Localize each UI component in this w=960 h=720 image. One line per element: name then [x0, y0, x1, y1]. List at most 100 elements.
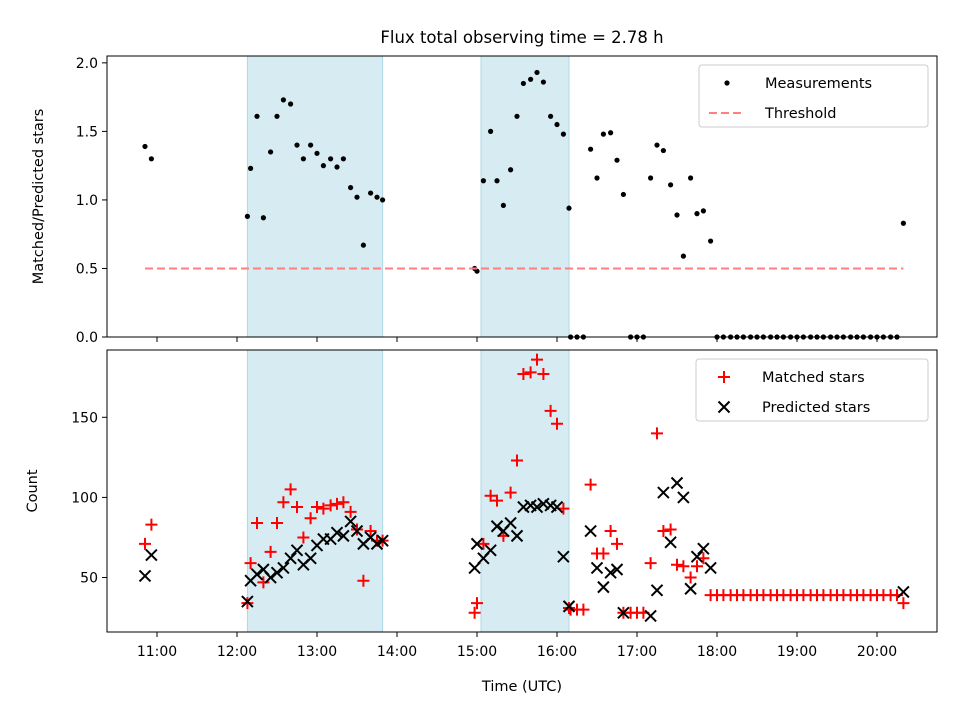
predicted-star-marker	[537, 497, 550, 511]
measurement-point	[548, 113, 554, 119]
matched-star-marker	[644, 557, 657, 570]
matched-star-marker	[517, 368, 530, 381]
measurement-point	[560, 131, 567, 137]
top-panel: 0.0 0.5 1.0 1.5 2.0 Matched/Predicted stars Me…	[31, 55, 938, 346]
matched-star-marker	[551, 417, 563, 430]
predicted-star-marker	[670, 476, 684, 490]
matched-star-marker	[364, 525, 377, 538]
measurement-point	[608, 130, 614, 136]
predicted-star-marker	[270, 566, 284, 579]
matched-star-marker	[584, 478, 597, 491]
predicted-star-marker	[470, 537, 484, 551]
matched-star-marker	[504, 486, 517, 499]
measurement-point	[328, 156, 334, 162]
matched-star-marker	[677, 560, 690, 573]
matched-star-marker	[257, 576, 270, 589]
matched-star-marker	[611, 537, 623, 550]
measurement-point	[600, 131, 607, 137]
matched-star-marker	[524, 366, 537, 379]
y-axis-label: Count	[25, 469, 41, 512]
legend-label: Measurements	[765, 76, 872, 92]
matched-star-marker	[671, 558, 683, 571]
x-tick-label: 19:00	[777, 644, 817, 660]
matched-star-marker	[145, 518, 158, 531]
predicted-star-marker	[650, 584, 664, 597]
legend-cross-icon	[717, 400, 731, 414]
measurement-point	[514, 113, 520, 119]
predicted-star-marker	[584, 524, 597, 538]
predicted-star-marker	[590, 561, 604, 575]
predicted-star-marker	[504, 516, 517, 530]
predicted-star-marker	[697, 542, 710, 555]
measurement-point	[488, 128, 494, 134]
predicted-star-marker	[657, 486, 670, 499]
matched-star-marker	[284, 483, 297, 496]
predicted-star-marker	[557, 550, 570, 563]
measurement-point	[528, 76, 534, 82]
matched-star-marker	[491, 494, 503, 507]
y-tick-label: 0.0	[76, 330, 98, 346]
legend: Measurements Threshold	[698, 64, 929, 128]
matched-star-marker	[597, 547, 610, 560]
legend-label: Threshold	[764, 106, 836, 122]
matched-star-marker	[277, 496, 290, 509]
measurement-point	[674, 212, 680, 218]
x-tick-label: 18:00	[697, 644, 737, 660]
predicted-star-marker	[610, 563, 624, 576]
matched-star-marker	[468, 606, 481, 619]
measurement-point	[254, 113, 260, 119]
matched-star-marker	[271, 517, 283, 530]
measurement-point	[694, 211, 700, 217]
predicted-star-marker	[241, 595, 254, 608]
matched-star-marker	[291, 501, 303, 514]
measurement-point	[244, 213, 250, 219]
matched-star-marker	[691, 560, 703, 573]
predicted-star-marker	[644, 609, 657, 623]
measurement-point	[648, 175, 654, 181]
measurement-point	[300, 156, 306, 162]
measurement-point	[268, 149, 274, 155]
matched-star-marker	[331, 497, 343, 510]
matched-star-marker	[563, 601, 575, 614]
matched-star-marker	[139, 537, 151, 550]
legend-plus-icon	[718, 371, 730, 383]
x-tick-label: 12:00	[217, 644, 257, 660]
series-matched-stars	[139, 353, 910, 619]
measurement-point	[566, 205, 572, 211]
measurement-point	[688, 175, 694, 181]
matched-star-marker	[344, 505, 357, 518]
bottom-panel: 50 100 150 11:00 12:00 13:00 14:00 15:00 16:00 17…	[25, 349, 938, 695]
measurement-point	[380, 197, 386, 203]
matched-star-marker	[244, 557, 257, 570]
x-tick-label: 15:00	[457, 644, 497, 660]
y-tick-label: 2.0	[76, 56, 98, 72]
predicted-star-marker	[344, 515, 357, 528]
predicted-star-marker	[350, 524, 364, 538]
predicted-star-marker	[604, 566, 617, 579]
measurement-point	[288, 101, 294, 107]
shaded-interval-2	[480, 55, 570, 338]
shaded-interval-1	[246, 349, 384, 633]
matched-star-marker	[531, 353, 543, 366]
predicted-star-marker	[690, 550, 704, 563]
measurement-point	[320, 163, 326, 169]
y-tick-label: 0.5	[76, 261, 98, 277]
matched-star-marker	[324, 499, 337, 512]
measurement-point	[340, 156, 346, 162]
measurement-point	[708, 238, 714, 244]
matched-star-marker	[484, 489, 497, 502]
predicted-star-marker	[684, 582, 697, 595]
measurement-point	[368, 190, 374, 196]
matched-star-marker	[241, 597, 254, 610]
predicted-star-marker	[284, 552, 297, 565]
measurement-point	[654, 142, 660, 148]
x-tick-label: 13:00	[297, 644, 337, 660]
matched-star-marker	[251, 517, 263, 530]
measurement-point	[274, 113, 280, 119]
legend-label: Predicted stars	[762, 400, 870, 416]
predicted-star-marker	[330, 526, 344, 539]
series-predicted-stars	[138, 476, 910, 623]
matched-star-marker	[537, 368, 550, 381]
x-axis-label: Time (UTC)	[481, 679, 562, 695]
legend-box	[695, 358, 929, 422]
